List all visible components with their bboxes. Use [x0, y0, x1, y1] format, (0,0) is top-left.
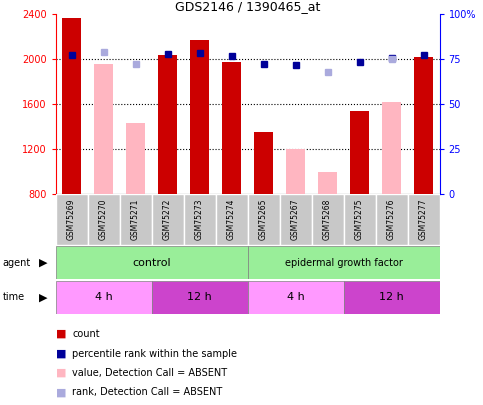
Text: 12 h: 12 h: [379, 292, 404, 302]
Bar: [280, 194, 312, 245]
Text: ■: ■: [56, 368, 66, 378]
Text: rank, Detection Call = ABSENT: rank, Detection Call = ABSENT: [72, 388, 223, 397]
Text: GSM75271: GSM75271: [131, 199, 140, 241]
Bar: [286, 149, 305, 194]
Bar: [376, 194, 408, 245]
Text: GSM75276: GSM75276: [387, 199, 396, 241]
Bar: [152, 281, 248, 314]
Text: value, Detection Call = ABSENT: value, Detection Call = ABSENT: [72, 368, 227, 378]
Text: GSM75267: GSM75267: [291, 199, 300, 241]
Bar: [318, 172, 337, 194]
Bar: [62, 17, 81, 194]
Text: GSM75273: GSM75273: [195, 199, 204, 241]
Bar: [312, 194, 343, 245]
Text: GSM75274: GSM75274: [227, 199, 236, 241]
Bar: [343, 194, 376, 245]
Text: agent: agent: [2, 258, 30, 268]
Bar: [87, 194, 120, 245]
Bar: [248, 194, 280, 245]
Text: epidermal growth factor: epidermal growth factor: [284, 258, 402, 268]
Bar: [215, 194, 248, 245]
Text: GSM75269: GSM75269: [67, 199, 76, 241]
Text: GSM75268: GSM75268: [323, 199, 332, 241]
Text: 4 h: 4 h: [287, 292, 304, 302]
Bar: [248, 281, 343, 314]
Bar: [190, 40, 209, 194]
Bar: [343, 281, 440, 314]
Text: GSM75272: GSM75272: [163, 199, 172, 241]
Bar: [94, 64, 113, 194]
Text: ■: ■: [56, 349, 66, 358]
Text: time: time: [2, 292, 25, 302]
Title: GDS2146 / 1390465_at: GDS2146 / 1390465_at: [175, 0, 320, 13]
Bar: [56, 246, 248, 279]
Bar: [120, 194, 152, 245]
Text: control: control: [132, 258, 171, 268]
Bar: [222, 62, 241, 194]
Bar: [254, 132, 273, 194]
Text: ▶: ▶: [39, 292, 48, 302]
Text: 12 h: 12 h: [187, 292, 212, 302]
Bar: [158, 55, 177, 194]
Text: count: count: [72, 329, 100, 339]
Bar: [382, 102, 401, 194]
Bar: [414, 57, 433, 194]
Bar: [184, 194, 215, 245]
Text: 4 h: 4 h: [95, 292, 113, 302]
Text: GSM75270: GSM75270: [99, 199, 108, 241]
Text: percentile rank within the sample: percentile rank within the sample: [72, 349, 238, 358]
Bar: [56, 281, 152, 314]
Text: GSM75277: GSM75277: [419, 199, 428, 241]
Text: ▶: ▶: [39, 258, 48, 268]
Text: GSM75265: GSM75265: [259, 199, 268, 241]
Text: ■: ■: [56, 329, 66, 339]
Bar: [350, 111, 369, 194]
Bar: [408, 194, 440, 245]
Bar: [248, 246, 440, 279]
Bar: [152, 194, 184, 245]
Text: GSM75275: GSM75275: [355, 199, 364, 241]
Bar: [56, 194, 87, 245]
Bar: [126, 124, 145, 194]
Text: ■: ■: [56, 388, 66, 397]
